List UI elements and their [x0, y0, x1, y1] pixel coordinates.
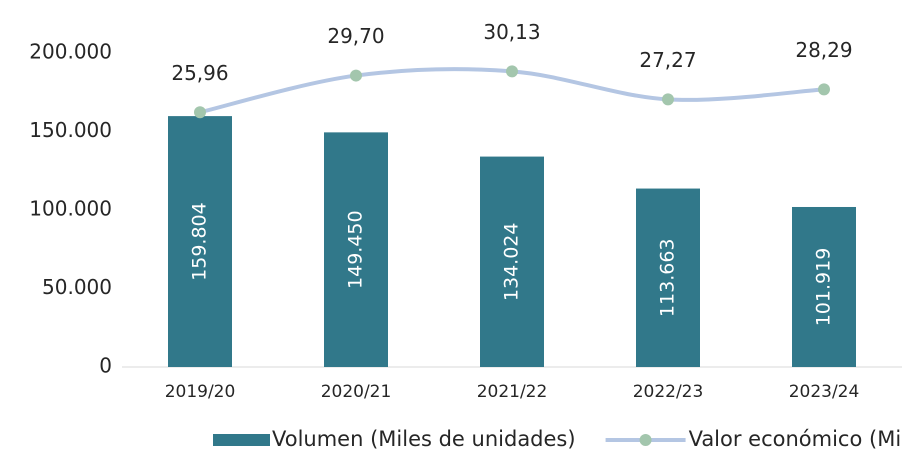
x-tick-label: 2021/22 — [477, 382, 548, 402]
y-tick-label: 200.000 — [29, 40, 112, 64]
y-tick-label: 150.000 — [29, 118, 112, 142]
line-value-label: 27,27 — [639, 48, 696, 72]
x-tick-label: 2019/20 — [165, 382, 236, 402]
bar-value-label: 101.919 — [813, 248, 835, 327]
legend-marker — [639, 434, 652, 446]
bar — [480, 156, 544, 367]
line-marker — [662, 93, 674, 106]
bar — [636, 188, 700, 367]
legend-swatch — [213, 434, 270, 446]
bar-value-label: 149.450 — [345, 210, 367, 289]
line-value-label: 29,70 — [327, 24, 384, 48]
line-value-label: 25,96 — [171, 61, 228, 85]
x-tick-label: 2023/24 — [789, 382, 860, 402]
x-tick-label: 2022/23 — [633, 382, 704, 402]
bar-value-label: 113.663 — [657, 238, 679, 317]
line-value-label: 28,29 — [795, 38, 852, 62]
x-tick-label: 2020/21 — [321, 382, 392, 402]
legend-label: Volumen (Miles de unidades) — [272, 427, 576, 451]
y-tick-label: 0 — [99, 354, 112, 378]
line-value-label: 30,13 — [483, 20, 540, 44]
legend-label: Valor económico (Mill. €) — [689, 427, 903, 451]
bar — [792, 206, 856, 367]
bar-value-label: 134.024 — [501, 223, 523, 302]
y-tick-label: 50.000 — [42, 275, 112, 299]
line-marker — [350, 69, 362, 82]
bar-value-label: 159.804 — [189, 202, 211, 281]
bar — [168, 116, 232, 367]
bar — [324, 132, 388, 367]
line-marker — [506, 65, 518, 78]
line-marker — [194, 106, 206, 119]
line-marker — [818, 83, 830, 96]
y-tick-label: 100.000 — [29, 197, 112, 221]
